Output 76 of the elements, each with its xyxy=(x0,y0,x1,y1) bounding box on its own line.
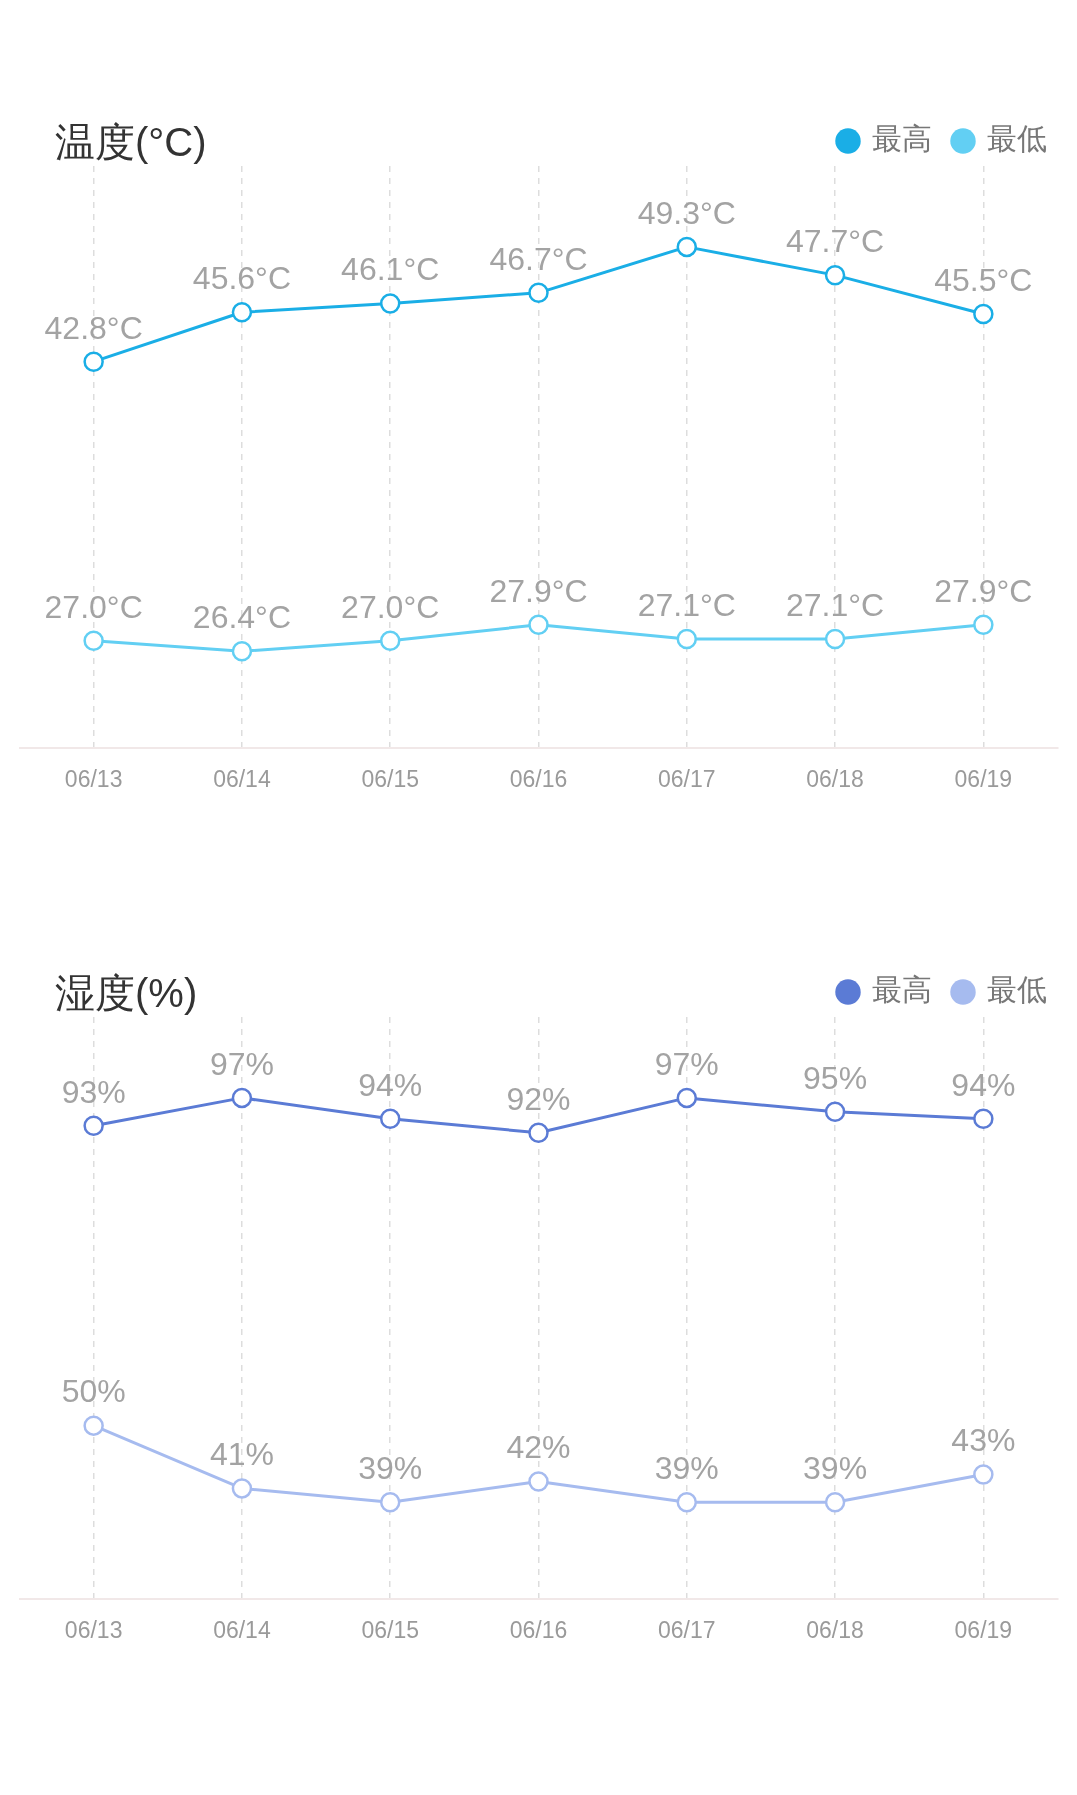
point xyxy=(973,614,994,636)
point xyxy=(83,1415,104,1436)
data-label: 43% xyxy=(951,1422,1016,1459)
point xyxy=(379,1492,401,1513)
x-tick-label: 06/13 xyxy=(64,1616,123,1643)
point xyxy=(83,1115,104,1137)
x-tick-label: 06/16 xyxy=(509,765,568,792)
data-label: 27.0°C xyxy=(341,588,440,625)
data-label: 94% xyxy=(951,1066,1016,1103)
point xyxy=(528,614,549,636)
point xyxy=(379,293,401,314)
data-label: 26.4°C xyxy=(192,599,292,636)
data-label: 45.6°C xyxy=(192,260,292,297)
data-label: 41% xyxy=(209,1436,274,1473)
x-tick-label: 06/14 xyxy=(213,765,271,792)
point xyxy=(231,641,253,662)
data-label: 27.0°C xyxy=(44,588,143,625)
x-tick-label: 06/15 xyxy=(361,765,419,792)
data-label: 39% xyxy=(654,1450,719,1487)
x-tick-label: 06/18 xyxy=(806,765,864,792)
data-label: 93% xyxy=(61,1073,126,1110)
point xyxy=(379,1108,401,1130)
x-tick-label: 06/13 xyxy=(64,765,123,792)
legend-label: 最高 xyxy=(872,122,932,156)
x-tick-label: 06/19 xyxy=(954,765,1013,792)
data-label: 46.1°C xyxy=(341,251,440,288)
data-label: 27.9°C xyxy=(934,572,1033,609)
x-tick-label: 06/19 xyxy=(954,1616,1013,1643)
point xyxy=(824,264,846,286)
point xyxy=(824,628,846,650)
x-tick-label: 06/16 xyxy=(509,1616,568,1643)
data-label: 42% xyxy=(506,1429,571,1466)
point xyxy=(973,1108,994,1130)
point xyxy=(973,1464,994,1485)
point xyxy=(676,1492,698,1513)
point xyxy=(824,1101,846,1123)
data-label: 94% xyxy=(358,1066,423,1103)
point xyxy=(528,282,549,304)
chart-title: 湿度(%) xyxy=(55,970,198,1017)
data-label: 45.5°C xyxy=(934,261,1033,298)
point xyxy=(676,236,698,258)
data-label: 39% xyxy=(358,1450,423,1487)
data-label: 27.1°C xyxy=(785,586,885,623)
data-label: 50% xyxy=(61,1373,126,1410)
data-label: 92% xyxy=(506,1080,571,1117)
point xyxy=(231,1087,253,1109)
point xyxy=(83,630,104,651)
legend-label: 最低 xyxy=(987,973,1047,1007)
data-label: 97% xyxy=(654,1045,719,1082)
data-label: 39% xyxy=(803,1450,868,1487)
data-label: 95% xyxy=(803,1059,868,1096)
point xyxy=(231,1478,253,1499)
data-label: 46.7°C xyxy=(489,240,588,277)
legend-label: 最低 xyxy=(987,122,1047,156)
data-label: 27.9°C xyxy=(489,572,588,609)
x-tick-label: 06/18 xyxy=(806,1616,864,1643)
point xyxy=(528,1122,549,1144)
data-label: 27.1°C xyxy=(637,586,736,623)
data-label: 47.7°C xyxy=(785,222,885,259)
data-label: 97% xyxy=(209,1045,274,1082)
x-tick-label: 06/15 xyxy=(361,1616,419,1643)
point xyxy=(528,1471,549,1492)
x-tick-label: 06/17 xyxy=(658,765,716,792)
chart-title: 温度(°C) xyxy=(55,119,207,166)
point xyxy=(824,1492,846,1513)
data-label: 42.8°C xyxy=(44,309,143,346)
point xyxy=(83,351,104,372)
point xyxy=(231,301,253,323)
point xyxy=(379,630,401,651)
data-label: 49.3°C xyxy=(637,194,736,231)
x-tick-label: 06/17 xyxy=(658,1616,716,1643)
point xyxy=(973,303,994,325)
x-tick-label: 06/14 xyxy=(213,1616,271,1643)
legend-label: 最高 xyxy=(872,973,932,1007)
point xyxy=(676,628,698,650)
point xyxy=(676,1087,698,1109)
